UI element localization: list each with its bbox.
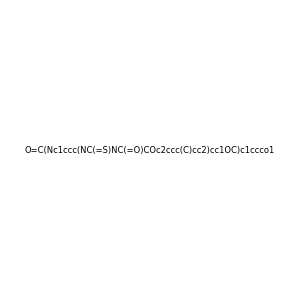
Text: O=C(Nc1ccc(NC(=S)NC(=O)COc2ccc(C)cc2)cc1OC)c1ccco1: O=C(Nc1ccc(NC(=S)NC(=O)COc2ccc(C)cc2)cc1… [25,146,275,154]
